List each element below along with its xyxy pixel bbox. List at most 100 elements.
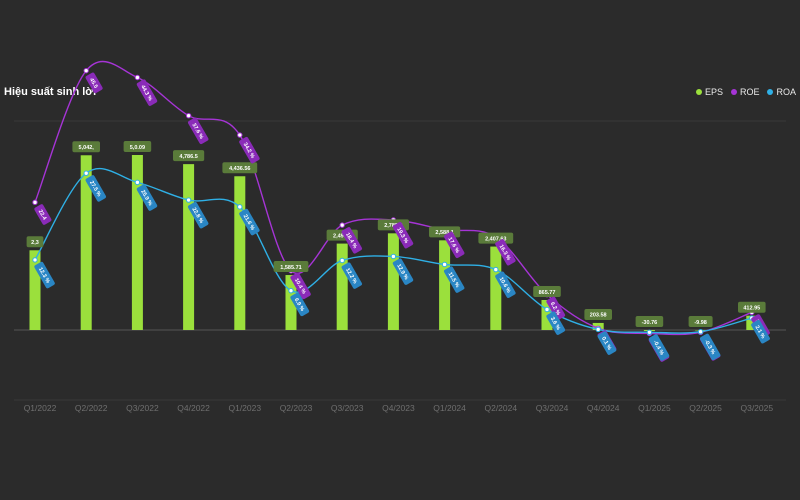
roa-data-label-box [188, 202, 209, 229]
x-tick-label: Q4/2022 [177, 403, 210, 413]
roa-data-label-group: -0.4 % [648, 334, 670, 361]
eps-data-label: 2,3 [31, 240, 39, 246]
eps-bar [387, 233, 399, 330]
roe-data-label-box [239, 137, 260, 164]
eps-bar [490, 246, 502, 330]
roa-data-label-box [392, 258, 414, 285]
eps-data-label: 2,493.9 [333, 233, 351, 239]
x-tick-label: Q2/2022 [75, 403, 108, 413]
eps-bar [131, 155, 143, 330]
eps-data-label: 4,786.5 [179, 154, 197, 160]
eps-bar [29, 250, 41, 330]
roa-data-label-box [751, 319, 770, 344]
x-tick-label: Q3/2023 [331, 403, 364, 413]
chart-legend: EPS ROE ROA [695, 87, 796, 97]
eps-data-label-box [273, 261, 309, 273]
x-tick-label: Q1/2024 [433, 403, 466, 413]
legend-dot-roe [730, 89, 737, 95]
roa-point [134, 179, 141, 186]
roa-data-label-box [495, 271, 516, 298]
eps-data-label-box [635, 316, 664, 327]
x-tick-label: Q4/2024 [587, 403, 620, 413]
roa-point [288, 287, 294, 294]
legend-item-eps[interactable]: EPS [695, 87, 723, 97]
eps-data-label: 2,407.63 [485, 236, 506, 242]
eps-data-label: 1,585.71 [280, 265, 301, 271]
eps-data-label-box [533, 285, 561, 297]
roa-data-label-box [290, 292, 310, 317]
eps-bar [285, 275, 297, 330]
roa-point [646, 329, 653, 335]
x-tick-label: Q2/2024 [484, 403, 517, 413]
roe-point [237, 132, 243, 138]
eps-data-label: -30.76 [642, 320, 658, 326]
roe-data-label-box [444, 231, 465, 259]
eps-bar [234, 176, 246, 330]
roe-data-label-box [34, 204, 52, 225]
eps-data-label-box [72, 141, 100, 153]
roa-data-label-box [444, 266, 465, 293]
roa-point [339, 257, 345, 264]
roa-point [32, 257, 38, 263]
roa-data-label-box [239, 208, 260, 236]
x-tick-label: Q3/2024 [536, 403, 569, 413]
roe-data-label-box [392, 221, 414, 249]
roa-data-label-box [597, 331, 617, 355]
eps-data-label: 412.95 [743, 305, 760, 311]
legend-dot-eps [695, 89, 702, 95]
roa-point [697, 329, 704, 335]
roe-data-label: 45.5 [88, 77, 99, 89]
roa-data-label-group: -0.3 % [700, 333, 721, 361]
eps-bar [746, 315, 758, 330]
eps-bar [336, 243, 348, 330]
legend-label-roe: ROE [739, 87, 760, 97]
eps-data-label-box [584, 308, 612, 320]
roa-data-label-box [700, 333, 721, 361]
roa-point [390, 253, 397, 260]
roa-point [441, 261, 448, 268]
x-tick-label: Q1/2023 [228, 403, 261, 413]
roa-data-label-box [341, 262, 362, 289]
eps-data-label: 203.58 [590, 313, 607, 319]
roa-line [34, 167, 752, 334]
x-tick-label: Q1/2025 [638, 403, 671, 413]
x-tick-label: Q3/2025 [740, 403, 773, 413]
roe-point [134, 74, 141, 81]
roe-point [83, 67, 89, 74]
roa-data-label-box [85, 175, 106, 202]
roe-data-label-group: 34.2 % [239, 137, 260, 164]
eps-data-label: 5,0.09 [130, 145, 145, 151]
roa-data-label-box [34, 261, 55, 289]
roa-data-label-box [648, 334, 670, 361]
eps-bar [439, 240, 451, 330]
roe-data-label-box [85, 72, 103, 94]
eps-data-label-box [688, 316, 713, 327]
legend-label-roa: ROA [776, 87, 796, 97]
roa-point [237, 204, 243, 210]
roa-point [185, 197, 192, 203]
roe-data-label-box [136, 79, 158, 106]
legend-item-roe[interactable]: ROE [730, 87, 760, 97]
eps-data-label: 865.77 [539, 290, 556, 296]
eps-data-label-box [222, 162, 258, 174]
roe-point [32, 199, 38, 206]
x-tick-label: Q4/2023 [382, 403, 415, 413]
x-tick-label: Q3/2022 [126, 403, 159, 413]
eps-data-label-box [738, 301, 766, 313]
eps-data-label: 2,588.1 [435, 230, 453, 236]
roe-point [185, 112, 192, 119]
roe-data-label: 22.4 [37, 209, 48, 222]
eps-data-label-box [173, 150, 205, 162]
roe-data-label-group: 44.3 % [136, 79, 158, 106]
roe-data-label-box [546, 296, 566, 321]
eps-data-label: 4,436.56 [229, 166, 250, 172]
roe-data-label-box [495, 239, 516, 266]
x-tick-label: Q1/2022 [24, 403, 57, 413]
roa-data-label-box [546, 311, 566, 335]
eps-bar [80, 155, 92, 330]
roa-data-label-box [136, 184, 158, 211]
legend-item-roa[interactable]: ROA [767, 87, 796, 97]
roe-data-label-box [290, 272, 311, 300]
x-tick-label: Q2/2025 [689, 403, 722, 413]
